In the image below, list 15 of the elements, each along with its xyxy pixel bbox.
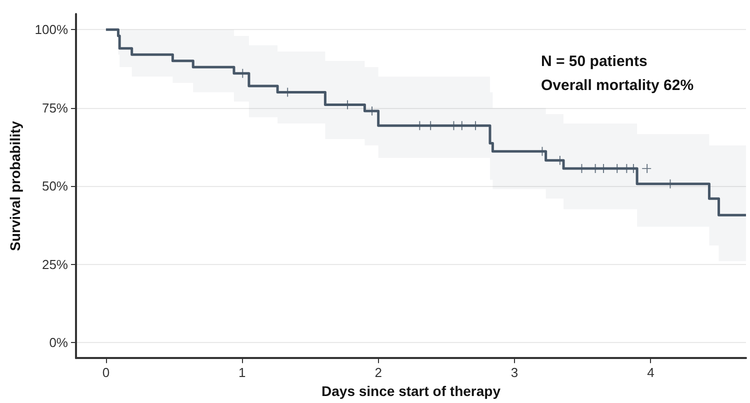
annotation: N = 50 patients — [541, 53, 648, 70]
y-tick-label: 50% — [42, 178, 68, 194]
x-tick-label: 4 — [647, 365, 654, 380]
y-tick-label: 75% — [42, 100, 68, 116]
x-tick-label: 3 — [510, 365, 518, 380]
y-tick-label: 0% — [49, 334, 68, 350]
x-tick-label: 2 — [374, 365, 382, 380]
y-tick-label: 100% — [34, 22, 68, 38]
point — [642, 164, 652, 174]
x-tick-label: 0 — [102, 365, 110, 380]
y-axis-title: Survival probability — [7, 120, 23, 252]
x-axis-title: Days since start of therapy — [322, 383, 501, 399]
y-tick-label: 25% — [42, 256, 68, 272]
annotation: Overall mortality 62% — [541, 77, 694, 94]
x-tick-label: 1 — [238, 365, 246, 380]
